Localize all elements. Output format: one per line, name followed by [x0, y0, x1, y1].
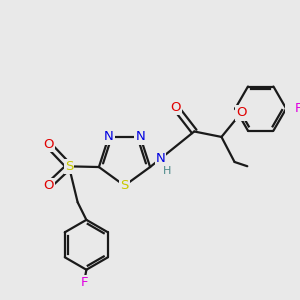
Text: O: O	[43, 179, 53, 193]
Text: O: O	[43, 138, 53, 151]
Text: N: N	[156, 152, 165, 165]
Text: O: O	[236, 106, 246, 119]
Text: N: N	[104, 130, 114, 143]
Text: O: O	[170, 101, 181, 114]
Text: S: S	[65, 160, 73, 173]
Text: H: H	[164, 167, 172, 176]
Text: N: N	[135, 130, 145, 143]
Text: F: F	[80, 276, 88, 289]
Text: S: S	[120, 179, 129, 192]
Text: F: F	[294, 102, 300, 115]
